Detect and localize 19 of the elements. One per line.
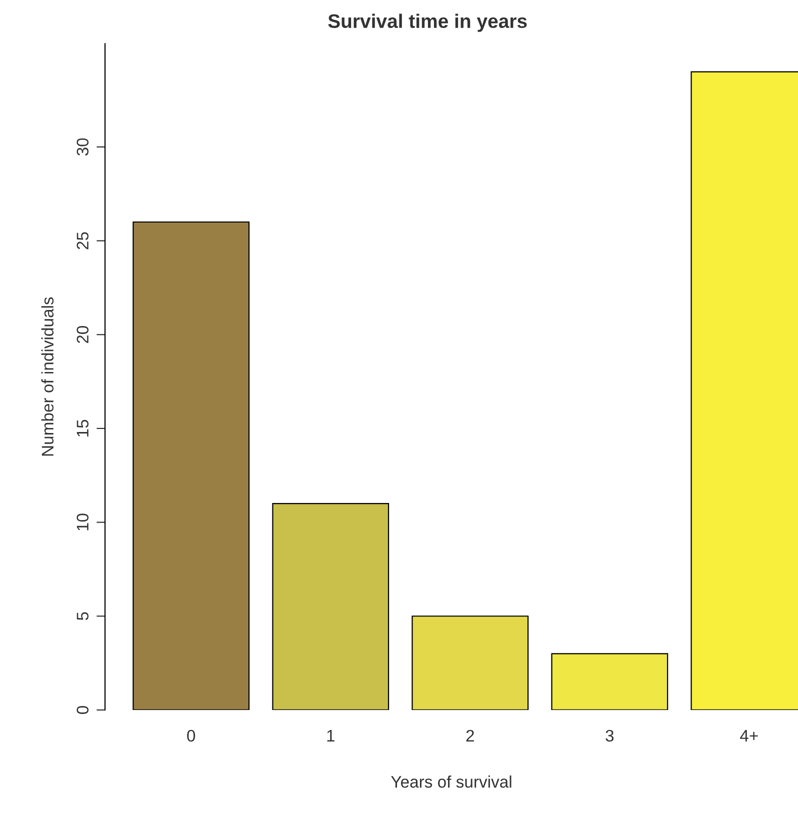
bar (551, 653, 668, 710)
x-tick-label: 2 (466, 730, 474, 742)
x-tick-label: 1 (327, 730, 334, 742)
y-axis-title: Number of individuals (41, 297, 54, 456)
bar (132, 221, 250, 710)
bar (412, 616, 529, 710)
chart-title: Survival time in years (328, 14, 527, 32)
y-tick-label: 5 (76, 612, 89, 620)
bar (272, 502, 390, 710)
y-tick-label: 25 (76, 232, 89, 250)
x-axis-title: Years of survival (391, 776, 512, 788)
y-tick-label: 20 (76, 326, 89, 344)
y-tick-label: 30 (76, 138, 89, 156)
x-tick-label: 4+ (740, 730, 758, 742)
y-tick-label: 15 (76, 420, 89, 436)
y-tick-label: 10 (76, 514, 89, 530)
x-tick-label: 0 (187, 730, 196, 742)
x-tick-label: 3 (606, 730, 614, 742)
y-tick-label: 0 (76, 706, 89, 714)
